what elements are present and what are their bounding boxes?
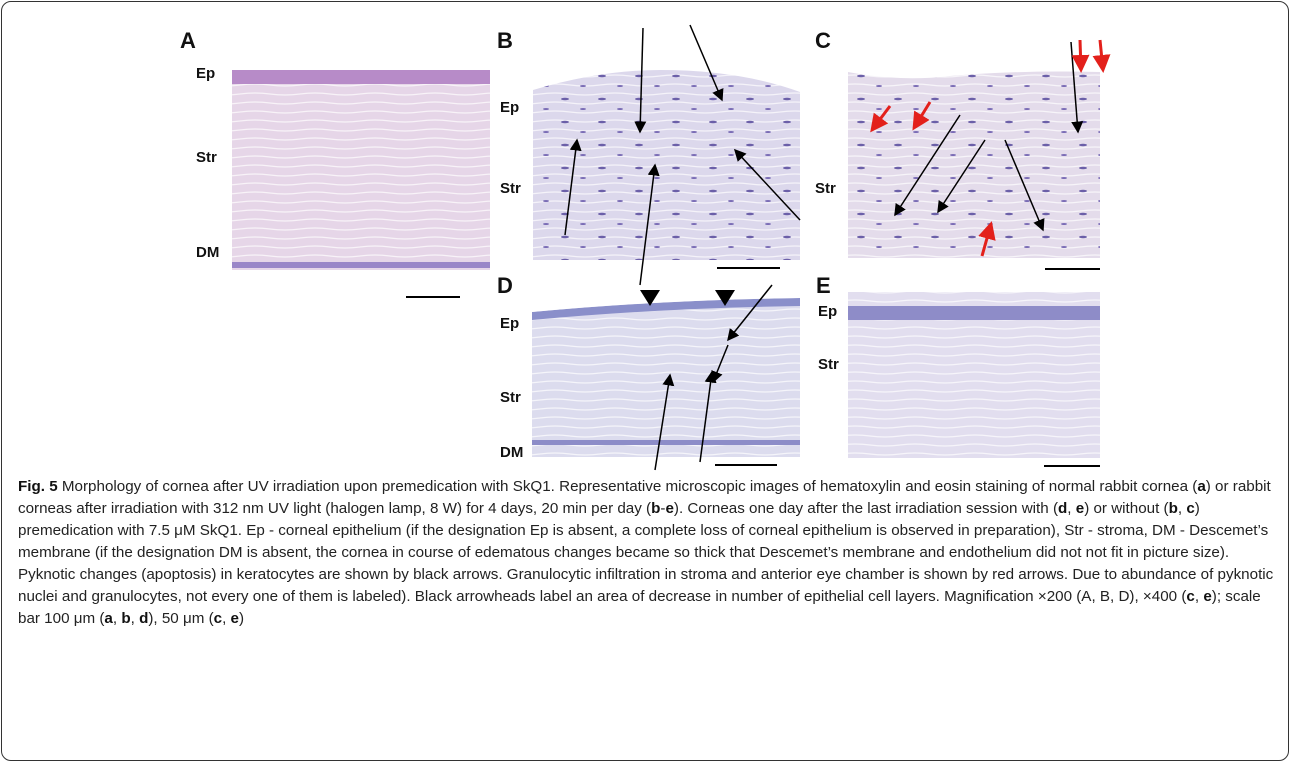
caption-bold: b (121, 610, 131, 627)
panel-label: E (816, 273, 831, 298)
descemet (232, 262, 490, 268)
caption-bold: c (1186, 588, 1195, 605)
caption-text: , (130, 610, 140, 627)
caption-bold: d (1058, 500, 1068, 517)
caption-bold: b (1168, 500, 1178, 517)
caption-bold: e (1203, 588, 1212, 605)
red-arrows (870, 39, 1111, 257)
black-arrows (564, 24, 1084, 471)
caption-text: , (1067, 500, 1076, 517)
layer-label: Str (500, 389, 521, 406)
caption-text: ). Corneas one day after the last irradi… (673, 500, 1058, 517)
caption-text: Morphology of cornea after UV irradiatio… (57, 478, 1198, 495)
panel-label: B (497, 28, 513, 53)
caption-text: ), 50 μm ( (148, 610, 214, 627)
layer-label: Ep (818, 303, 837, 320)
caption-bold: e (230, 610, 239, 627)
stroma-texture (532, 298, 800, 457)
edge (532, 298, 800, 312)
caption-text: , (112, 610, 122, 627)
caption-text: ) (239, 610, 245, 627)
figure-caption: Fig. 5 Morphology of cornea after UV irr… (18, 476, 1276, 630)
arrowheads (640, 290, 735, 306)
caption-bold: c (1186, 500, 1195, 517)
caption-bold: a (104, 610, 113, 627)
layer-label: Str (818, 356, 839, 373)
stroma-texture (232, 70, 490, 270)
caption-text: ) premedication with 7.5 μM SkQ1. Ep - c… (18, 500, 1274, 605)
figure: A Ep Str DM B Ep Str C Str D Ep Str DM E… (180, 24, 1111, 471)
panel-label: D (497, 273, 513, 298)
epithelium (232, 70, 490, 84)
caption-text: ) or rabbit corneas after irradiation wi… (18, 478, 1271, 517)
layer-label: DM (196, 244, 219, 261)
epithelium (848, 306, 1100, 320)
caption-text: ) or without ( (1084, 500, 1169, 517)
edge (533, 65, 800, 92)
caption-bold: e (665, 500, 674, 517)
panel-label: A (180, 28, 196, 53)
caption-text: , (222, 610, 231, 627)
caption-bold: c (213, 610, 223, 627)
epithelium (532, 298, 800, 320)
caption-text: , (1177, 500, 1187, 517)
layer-label: Ep (196, 65, 215, 82)
layer-label: Ep (500, 315, 519, 332)
caption-text: - (660, 500, 666, 517)
caption-text: ); scale bar 100 μm ( (18, 588, 1261, 627)
caption-bold: a (1197, 478, 1206, 495)
caption-bold: Fig. 5 (18, 478, 58, 495)
descemet (532, 440, 800, 445)
layer-label: Str (815, 180, 836, 197)
caption-bold: b (651, 500, 661, 517)
panel-label: C (815, 28, 831, 53)
caption-bold: d (139, 610, 149, 627)
caption-text: , (1194, 588, 1204, 605)
nuclei (533, 65, 800, 260)
layer-label: Str (196, 149, 217, 166)
layer-label: Ep (500, 99, 519, 116)
layer-label: Str (500, 180, 521, 197)
edge (848, 65, 1100, 79)
nuclei (848, 65, 1100, 258)
layer-label: DM (500, 444, 523, 461)
caption-bold: e (1075, 500, 1085, 517)
